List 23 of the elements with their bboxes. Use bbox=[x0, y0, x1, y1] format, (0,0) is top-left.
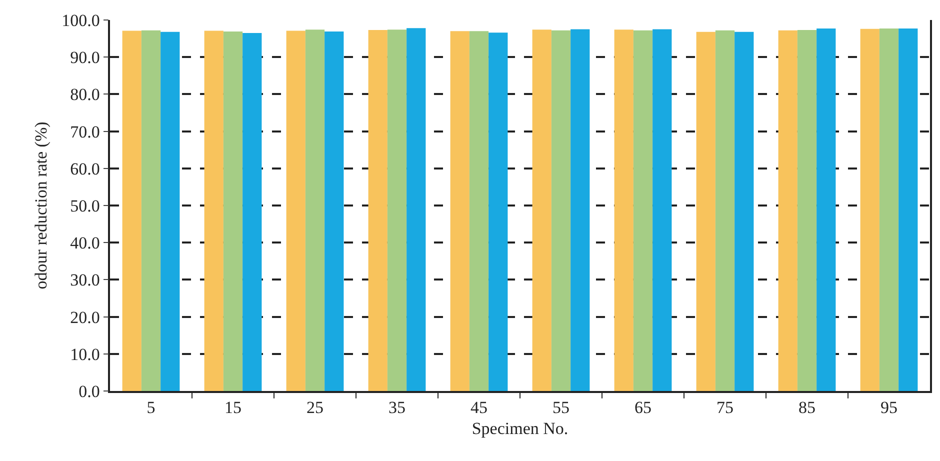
y-tick-label: 30.0 bbox=[70, 270, 100, 290]
y-tick-label: 20.0 bbox=[70, 308, 100, 327]
x-tick-label: 95 bbox=[880, 398, 898, 418]
y-tick-label: 10.0 bbox=[70, 344, 100, 364]
x-tick-label: 55 bbox=[552, 398, 570, 418]
y-axis-title: odour reduction rate (%) bbox=[32, 122, 51, 290]
x-axis-title: Specimen No. bbox=[472, 419, 568, 438]
x-tick-label: 25 bbox=[306, 398, 324, 418]
y-tick-label: 40.0 bbox=[70, 234, 100, 253]
y-tick-label: 80.0 bbox=[70, 85, 100, 104]
y-tick-label: 0.0 bbox=[78, 382, 100, 401]
y-tick-label: 90.0 bbox=[70, 48, 100, 68]
x-tick-label: 35 bbox=[388, 398, 406, 418]
y-tick-label: 60.0 bbox=[70, 159, 100, 178]
x-tick-label: 15 bbox=[224, 398, 242, 418]
y-tick-label: 100.0 bbox=[62, 10, 100, 30]
x-tick-label: 5 bbox=[146, 398, 156, 418]
y-tick-label: 50.0 bbox=[70, 196, 100, 216]
x-tick-label: 75 bbox=[716, 398, 734, 418]
x-tick-label: 45 bbox=[470, 398, 488, 418]
x-tick-label: 65 bbox=[634, 398, 652, 418]
x-tick-label: 85 bbox=[798, 398, 816, 418]
y-tick-label: 70.0 bbox=[70, 122, 100, 142]
